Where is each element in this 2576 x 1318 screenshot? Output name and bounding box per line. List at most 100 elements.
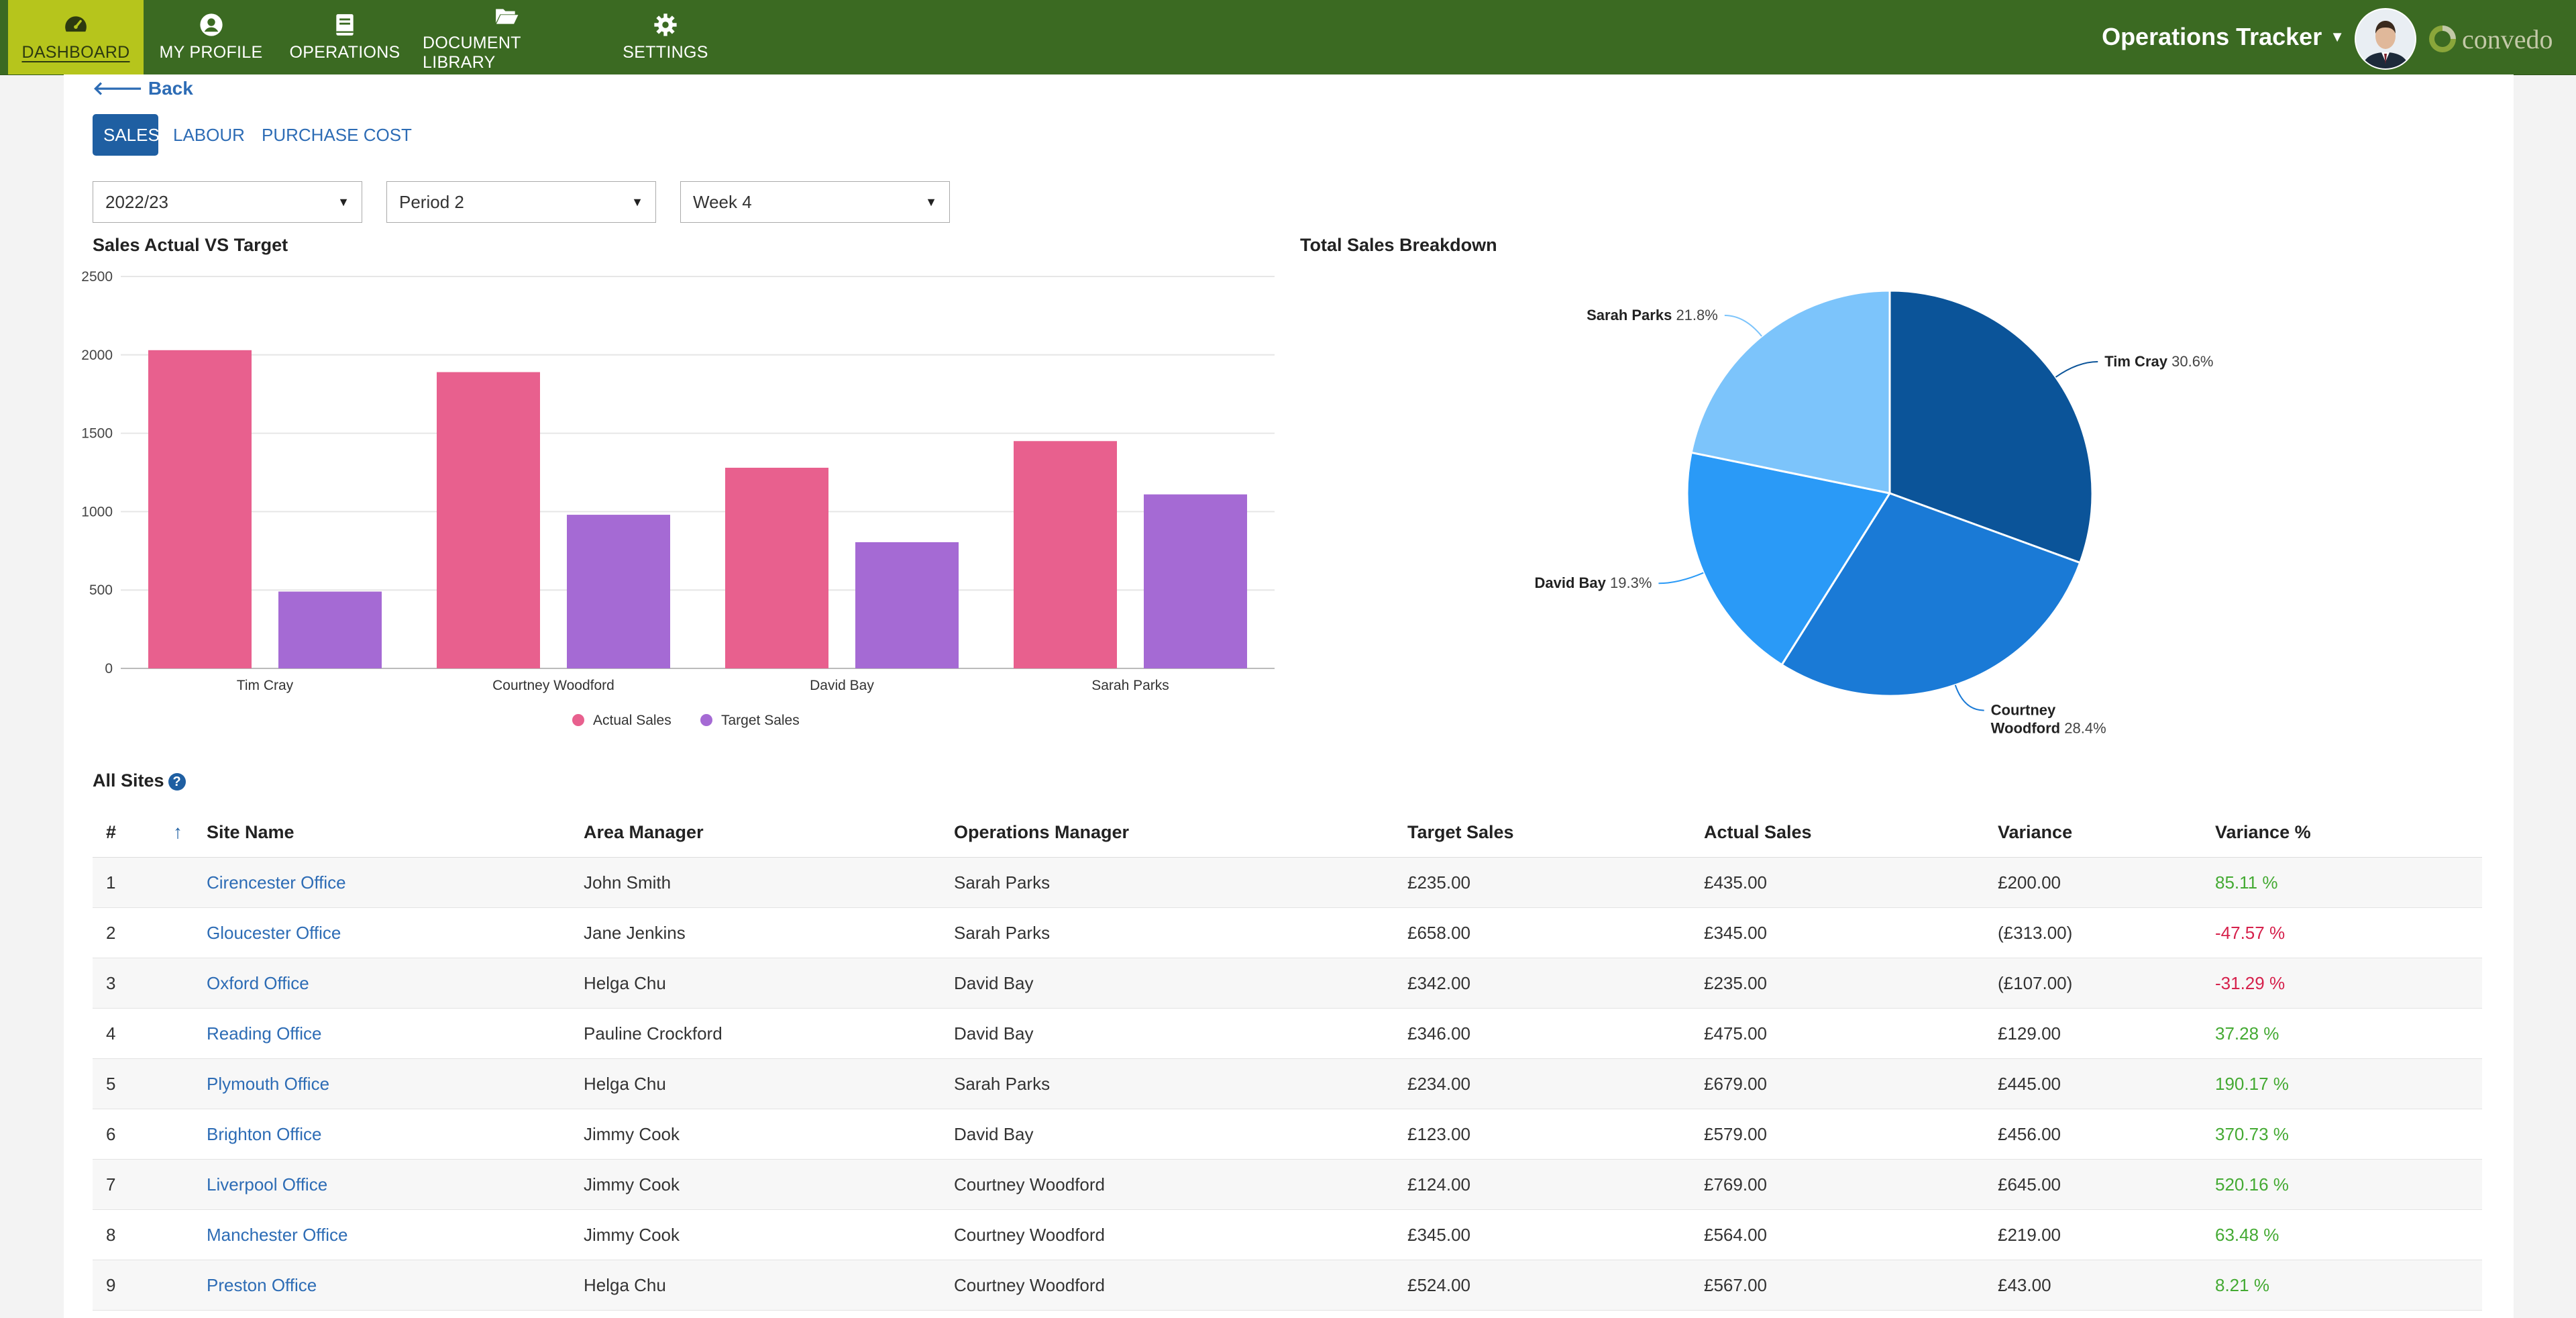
site-name-link[interactable]: Liverpool Office <box>207 1174 328 1195</box>
variance-pct: 85.11 % <box>2215 872 2278 893</box>
app-title-dropdown[interactable]: Operations Tracker ▼ <box>2102 23 2345 51</box>
help-icon[interactable]: ? <box>168 772 186 791</box>
operations-manager: David Bay <box>954 1023 1034 1044</box>
actual-sales: £769.00 <box>1704 1174 1767 1195</box>
variance: £129.00 <box>1998 1023 2061 1044</box>
pie-slice <box>1686 451 1892 666</box>
site-name-link[interactable]: Cirencester Office <box>207 872 346 893</box>
nav-item-my-profile[interactable]: MY PROFILE <box>156 0 266 74</box>
site-name-link[interactable]: Manchester Office <box>207 1225 348 1245</box>
pie-leader-line <box>1954 685 1984 711</box>
header-operations-manager[interactable]: Operations Manager <box>954 822 1130 842</box>
avatar[interactable] <box>2355 8 2416 70</box>
variance: £219.00 <box>1998 1225 2061 1245</box>
logo-mark-icon <box>2429 26 2456 52</box>
user-circle-icon <box>199 13 223 36</box>
site-name-link[interactable]: Reading Office <box>207 1023 322 1044</box>
header-actual-sales[interactable]: Actual Sales <box>1704 822 1812 842</box>
header-target-sales[interactable]: Target Sales <box>1407 822 1514 842</box>
nav-label: OPERATIONS <box>289 43 400 62</box>
site-name-link[interactable]: Preston Office <box>207 1275 317 1295</box>
area-manager: Jimmy Cook <box>584 1225 680 1245</box>
target-sales: £123.00 <box>1407 1124 1470 1144</box>
nav-item-document-library[interactable]: DOCUMENT LIBRARY <box>423 0 590 74</box>
variance: £445.00 <box>1998 1074 2061 1094</box>
variance-pct: -47.57 % <box>2215 923 2286 943</box>
actual-sales: £235.00 <box>1704 973 1767 993</box>
header-variance-pct[interactable]: Variance % <box>2215 822 2311 842</box>
nav-label: DASHBOARD <box>21 43 130 62</box>
header-area-manager[interactable]: Area Manager <box>584 822 704 842</box>
actual-sales: £564.00 <box>1704 1225 1767 1245</box>
back-label: Back <box>148 78 193 99</box>
bar-target <box>1144 494 1247 668</box>
header-num: # <box>106 822 117 842</box>
nav-item-operations[interactable]: OPERATIONS <box>288 0 401 74</box>
variance: £456.00 <box>1998 1124 2061 1144</box>
y-tick-label: 2000 <box>81 348 113 363</box>
convedo-logo: convedo <box>2427 20 2568 58</box>
operations-manager: Courtney Woodford <box>954 1225 1105 1245</box>
pie-label-text: Tim Cray 30.6% <box>2104 353 2213 370</box>
pie-label: Sarah Parks 21.8% <box>1587 307 1718 323</box>
legend-label: Actual Sales <box>593 713 672 728</box>
top-nav: DASHBOARD MY PROFILE OPERATIONS DOCUMENT… <box>0 0 2576 75</box>
table-row[interactable]: 8 Manchester Office Jimmy Cook Courtney Woo… <box>93 1210 2482 1260</box>
site-name-link[interactable]: Oxford Office <box>207 973 309 993</box>
header-site-name[interactable]: Site Name <box>207 822 294 842</box>
tab-sales[interactable]: SALES <box>93 114 160 156</box>
caret-down-icon: ▼ <box>337 195 350 209</box>
header-variance[interactable]: Variance <box>1998 822 2073 842</box>
target-sales: £235.00 <box>1407 872 1470 893</box>
site-name-link[interactable]: Brighton Office <box>207 1124 322 1144</box>
table-row[interactable]: 6 Brighton Office Jimmy Cook David Bay £123.… <box>93 1109 2482 1160</box>
site-name-link[interactable]: Plymouth Office <box>207 1074 330 1094</box>
bar-actual <box>437 372 540 668</box>
actual-sales: £475.00 <box>1704 1023 1767 1044</box>
period-select[interactable]: Period 2 ▼ <box>386 181 656 223</box>
tab-labour[interactable]: LABOUR <box>173 125 245 145</box>
year-select[interactable]: 2022/23 ▼ <box>93 181 362 223</box>
row-number: 8 <box>106 1225 116 1245</box>
table-body: 1 Cirencester Office John Smith Sarah Parks… <box>93 858 2482 1311</box>
pie-label-name-line1: Courtney <box>1991 702 2056 719</box>
pie-label-name-line2: Woodford <box>1991 720 2060 737</box>
user-photo <box>2356 9 2415 68</box>
pie-leader-line <box>1724 314 1762 337</box>
sort-arrow-up-icon[interactable]: ↑ <box>173 821 182 842</box>
tab-purchase-cost[interactable]: PURCHASE COST <box>262 125 412 145</box>
area-manager: Pauline Crockford <box>584 1023 722 1044</box>
table-row[interactable]: 7 Liverpool Office Jimmy Cook Courtney Wood… <box>93 1160 2482 1210</box>
content-panel <box>64 74 2514 1318</box>
target-sales: £124.00 <box>1407 1174 1470 1195</box>
row-number: 7 <box>106 1174 116 1195</box>
table-row[interactable]: 2 Gloucester Office Jane Jenkins Sarah Park… <box>93 908 2482 958</box>
nav-item-settings[interactable]: SETTINGS <box>616 0 715 74</box>
pie-label-name: Tim Cray <box>2104 353 2168 370</box>
site-name-link[interactable]: Gloucester Office <box>207 923 341 943</box>
bar-target <box>567 515 670 668</box>
table-row[interactable]: 1 Cirencester Office John Smith Sarah Parks… <box>93 858 2482 908</box>
bar-actual <box>1014 441 1117 668</box>
legend-label: Target Sales <box>721 713 800 728</box>
pie-label-line2: Woodford 28.4% <box>1991 720 2106 737</box>
pie-label-text: Sarah Parks 21.8% <box>1587 307 1718 323</box>
book-icon <box>336 14 354 36</box>
week-select[interactable]: Week 4 ▼ <box>680 181 950 223</box>
pie-chart-title: Total Sales Breakdown <box>1300 235 1497 255</box>
back-link[interactable]: 🡐 Back <box>93 77 193 99</box>
variance-pct: 37.28 % <box>2215 1023 2279 1044</box>
sites-table: # ↑ Site Name Area Manager Operations Ma… <box>93 807 2482 1311</box>
nav-item-dashboard[interactable]: DASHBOARD <box>8 0 144 74</box>
actual-sales: £567.00 <box>1704 1275 1767 1295</box>
actual-sales: £679.00 <box>1704 1074 1767 1094</box>
app-title: Operations Tracker <box>2102 23 2322 50</box>
table-row[interactable]: 5 Plymouth Office Helga Chu Sarah Parks £234… <box>93 1059 2482 1109</box>
table-row[interactable]: 9 Preston Office Helga Chu Courtney Woodfor… <box>93 1260 2482 1311</box>
bar-chart: 0 500 1000 1500 2000 2500 Tim Cray Courtney Woo… <box>81 269 1275 728</box>
pie-label-name: Sarah Parks <box>1587 307 1672 323</box>
table-row[interactable]: 4 Reading Office Pauline Crockford David Ba… <box>93 1009 2482 1059</box>
nav-label: DOCUMENT LIBRARY <box>423 33 521 72</box>
table-row[interactable]: 3 Oxford Office Helga Chu David Bay £342.00 £… <box>93 958 2482 1009</box>
row-number: 2 <box>106 923 116 943</box>
